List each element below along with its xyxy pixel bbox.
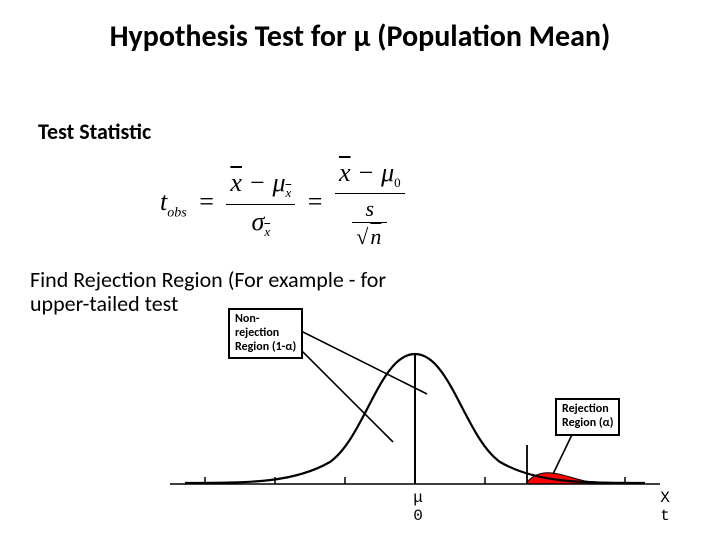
formula-tobs: tobs = x − μx σx = x − μ0 s √n: [160, 158, 405, 250]
axis-x-top: X: [655, 490, 675, 508]
formula-sqrt: √: [356, 224, 368, 249]
rejection-label: Rejection Region (α): [555, 398, 620, 436]
axis-mu-top: μ: [408, 490, 428, 508]
axis-x-bot: t: [655, 508, 675, 526]
axis-xt: X t: [655, 490, 675, 525]
callout-line-2: [283, 322, 427, 394]
rej-l2: Region (α): [562, 417, 613, 431]
formula-mid-frac: x − μx σx: [226, 168, 295, 239]
rej-l1: Rejection: [562, 403, 613, 417]
formula-rhs-num: x − μ: [339, 158, 394, 187]
slide: Hypothesis Test for μ (Population Mean) …: [0, 0, 720, 540]
formula-rhs-num-sub: 0: [394, 175, 401, 190]
formula-mid-num: x − μ: [230, 168, 285, 197]
page-title: Hypothesis Test for μ (Population Mean): [0, 18, 720, 55]
formula-s: s: [366, 196, 375, 221]
formula-rhs-frac: x − μ0 s √n: [335, 158, 405, 250]
axis-mu-bot: 0: [408, 508, 428, 526]
formula-mid-den: σ: [252, 207, 265, 236]
formula-eq-1: =: [199, 187, 214, 216]
axis-mu: μ 0: [408, 490, 428, 525]
formula-eq-2: =: [308, 187, 323, 216]
nonrej-l1: Non-: [235, 313, 296, 327]
nonrej-l2: rejection: [235, 327, 296, 341]
nonrejection-label: Non- rejection Region (1-α): [228, 308, 303, 359]
section-heading: Test Statistic: [38, 118, 151, 145]
nonrej-l3: Region (1-α): [235, 341, 296, 355]
formula-lhs-sub: obs: [167, 205, 186, 220]
formula-n: n: [368, 224, 383, 249]
